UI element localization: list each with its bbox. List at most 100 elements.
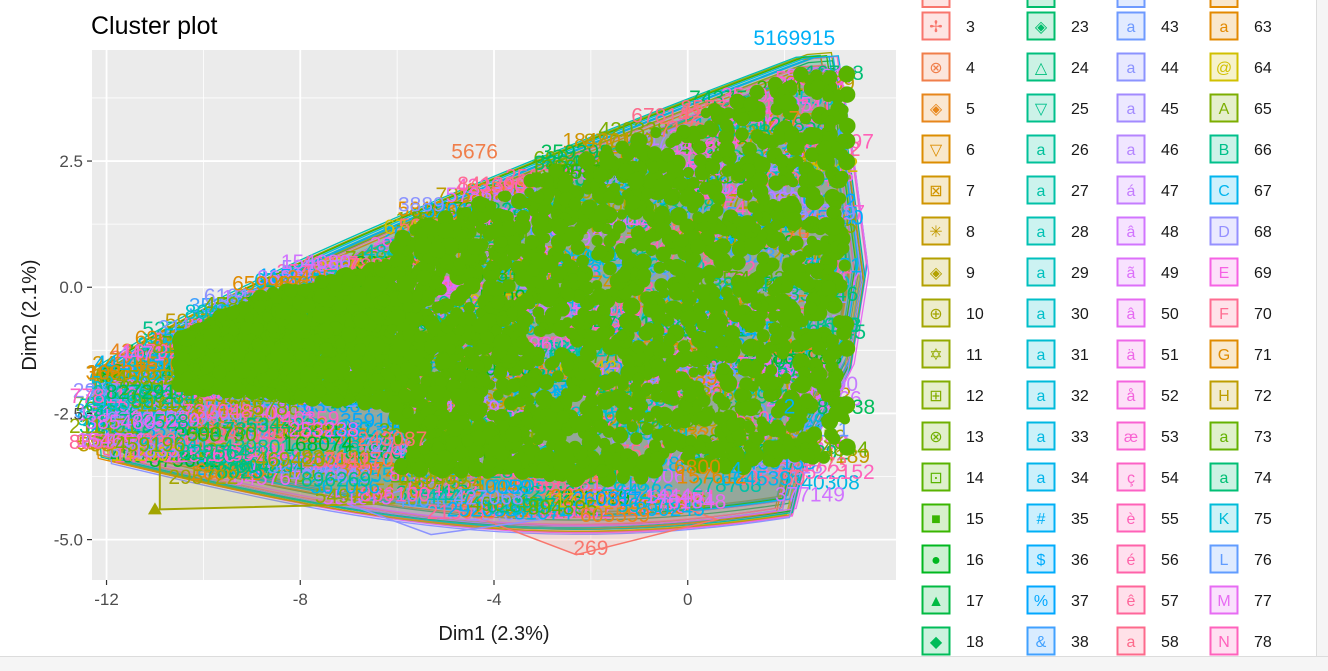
data-point (434, 267, 446, 279)
data-point (627, 172, 644, 190)
data-point (787, 211, 802, 226)
data-point (490, 295, 505, 310)
data-point (377, 293, 391, 308)
data-point (756, 262, 772, 278)
data-point (234, 362, 251, 379)
data-point (682, 166, 694, 179)
data-point (798, 366, 811, 379)
data-point (722, 107, 735, 119)
data-point (400, 362, 414, 375)
vertical-scrollbar[interactable] (1316, 0, 1328, 656)
data-point (660, 386, 678, 405)
data-point (258, 374, 272, 387)
point-label: 213428 (112, 360, 182, 383)
data-point (787, 447, 803, 463)
point-label: 527564 (267, 456, 337, 479)
legend-key (1209, 52, 1239, 82)
point-label: 885522 (69, 431, 139, 454)
data-point (838, 340, 856, 357)
point-label: 651012 (268, 421, 338, 444)
data-point (680, 399, 693, 412)
data-point (650, 126, 662, 139)
annotation-label: 0059 (485, 476, 532, 499)
data-point (461, 434, 474, 447)
data-point (621, 147, 635, 162)
legend-label: 43 (1161, 19, 1179, 36)
point-label: 304484 (510, 497, 580, 520)
legend-glyph: ⊕ (929, 306, 942, 323)
legend-glyph: ▲ (928, 593, 944, 610)
data-point (658, 287, 670, 299)
legend-label: 11 (966, 347, 983, 364)
data-point (501, 279, 516, 294)
legend-label: 76 (1254, 552, 1272, 569)
data-point (830, 403, 848, 421)
data-point (754, 373, 768, 387)
data-point (617, 375, 629, 388)
point-label: 890540 (130, 432, 200, 455)
legend-glyph: a (1037, 470, 1046, 487)
point-label: 108375 (87, 362, 157, 385)
legend-label: 29 (1071, 265, 1089, 282)
data-point (621, 354, 635, 368)
legend-key (1209, 216, 1239, 246)
y-tick-label: 0.0 (59, 278, 83, 297)
data-point (593, 244, 608, 259)
data-point (596, 315, 609, 328)
legend-label: 26 (1071, 142, 1089, 159)
point-label: 342862 (82, 401, 152, 424)
data-point (690, 239, 706, 255)
data-point (677, 340, 691, 354)
data-point (775, 175, 788, 187)
point-label: 105170 (351, 480, 421, 503)
point-label: 645767 (233, 467, 303, 490)
data-point (319, 342, 333, 357)
data-point (398, 388, 413, 403)
point-label: 701848 (656, 490, 726, 513)
y-axis-title: Dim2 (2.1%) (19, 259, 41, 370)
legend-label: 56 (1161, 552, 1179, 569)
data-point (506, 307, 518, 319)
point-label: 531469 (300, 418, 370, 441)
legend-key (1209, 93, 1239, 123)
point-label: 444356 (637, 490, 707, 513)
point-label: 690833 (126, 434, 196, 457)
point-label: 145180 (280, 421, 350, 444)
horizontal-scrollbar[interactable] (0, 656, 1328, 671)
data-point (777, 325, 792, 341)
legend-key (921, 298, 951, 328)
data-point (762, 454, 776, 467)
data-point (244, 382, 262, 400)
data-point (617, 163, 634, 180)
point-label: 720356 (112, 376, 182, 399)
legend-key (1026, 257, 1056, 287)
data-point (368, 373, 385, 391)
data-point (313, 384, 327, 398)
cluster-hull (346, 478, 546, 536)
data-point (826, 334, 839, 347)
data-point (468, 463, 482, 477)
point-label: 744410 (249, 452, 319, 475)
data-point (838, 438, 856, 456)
data-point (484, 270, 498, 283)
data-point (776, 347, 789, 360)
point-label: 841399 (457, 173, 527, 196)
legend-label: 32 (1071, 388, 1089, 405)
data-point (729, 254, 746, 271)
data-point (535, 326, 547, 338)
data-point (435, 376, 447, 389)
data-point (704, 120, 715, 131)
point-label: 859508 (218, 403, 288, 426)
point-label: 325516 (550, 490, 620, 513)
legend-key (921, 503, 951, 533)
data-point (759, 133, 772, 146)
data-point (420, 375, 432, 387)
legend-key (1026, 585, 1056, 615)
point-label: 584169 (408, 478, 478, 501)
data-point (436, 463, 449, 476)
point-label: 828564 (179, 441, 249, 464)
point-label: 630899 (172, 407, 242, 430)
data-point (712, 392, 725, 405)
legend-label: 8 (966, 224, 975, 241)
point-label: 622417 (117, 393, 187, 416)
